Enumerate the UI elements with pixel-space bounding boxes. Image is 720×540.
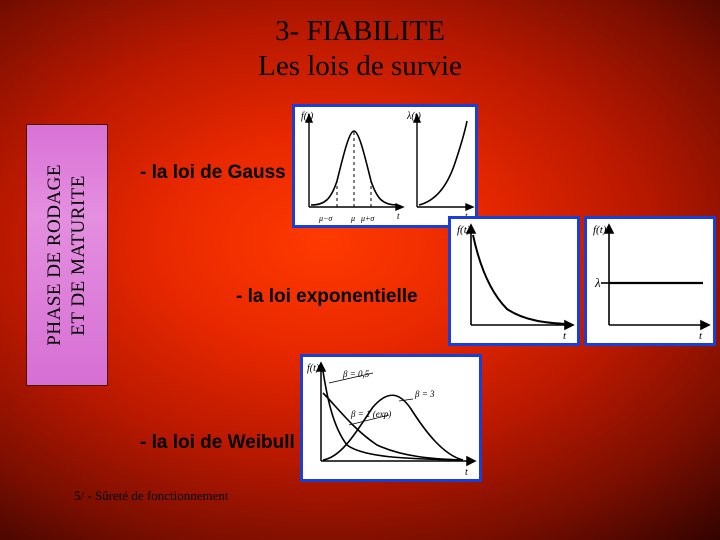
gauss-left-ylabel: f(t)	[301, 111, 314, 122]
gauss-tick-0: μ−σ	[318, 214, 333, 223]
weibull-curve-1	[323, 393, 463, 460]
exp-pdf-xlabel: t	[563, 330, 567, 342]
exp-lambda-label: λ	[594, 275, 601, 290]
weibull-label-1: β = 1 (exp)	[350, 409, 391, 419]
exp-decay-curve	[473, 235, 567, 324]
gauss-hazard	[419, 121, 467, 205]
weibull-label-2: β = 3	[414, 389, 435, 399]
weibull-xlabel: t	[465, 467, 468, 478]
weibull-label-0: β = 0,5	[342, 369, 370, 379]
exp-pdf-svg: f(t) t	[451, 219, 577, 343]
weibull-svg: f(t) t β = 0,5 β = 1 (exp) β = 3	[303, 357, 479, 479]
bullet-weibull: - la loi de Weibull	[140, 432, 295, 454]
gauss-tick-2: μ+σ	[360, 214, 375, 223]
exp-haz-svg: f(t) t λ	[587, 219, 713, 343]
title-line-2: Les lois de survie	[258, 50, 462, 82]
gauss-tick-1: μ	[350, 214, 355, 223]
figure-weibull: f(t) t β = 0,5 β = 1 (exp) β = 3	[300, 354, 482, 482]
gauss-right-ylabel: λ(t)	[406, 111, 421, 122]
gauss-svg: f(t) t μ−σ μ μ+σ λ(t) t	[295, 107, 475, 225]
gauss-left-xlabel: t	[397, 211, 400, 221]
exp-haz-ylabel: f(t)	[593, 224, 607, 236]
sidebar-line-2: ET DE MATURITE	[68, 175, 90, 336]
figure-gauss: f(t) t μ−σ μ μ+σ λ(t) t	[292, 104, 478, 228]
sidebar-phase-box: PHASE DE RODAGE ET DE MATURITE	[26, 124, 108, 386]
weibull-ylabel: f(t)	[307, 363, 320, 374]
exp-haz-xlabel: t	[699, 330, 703, 342]
figure-exponential-pdf: f(t) t	[448, 216, 580, 346]
figure-exponential-hazard: f(t) t λ	[584, 216, 716, 346]
title-line-1: 3- FIABILITE	[275, 15, 445, 47]
bullet-exponential: - la loi exponentielle	[236, 286, 418, 308]
slide: 3- FIABILITE Les lois de survie PHASE DE…	[0, 0, 720, 540]
exp-pdf-ylabel: f(t)	[457, 224, 471, 236]
slide-title: 3- FIABILITE Les lois de survie	[0, 14, 720, 84]
slide-footer: 5/ - Sûreté de fonctionnement	[74, 488, 229, 504]
bullet-gauss: - la loi de Gauss	[140, 162, 286, 184]
sidebar-line-1: PHASE DE RODAGE	[44, 164, 66, 346]
